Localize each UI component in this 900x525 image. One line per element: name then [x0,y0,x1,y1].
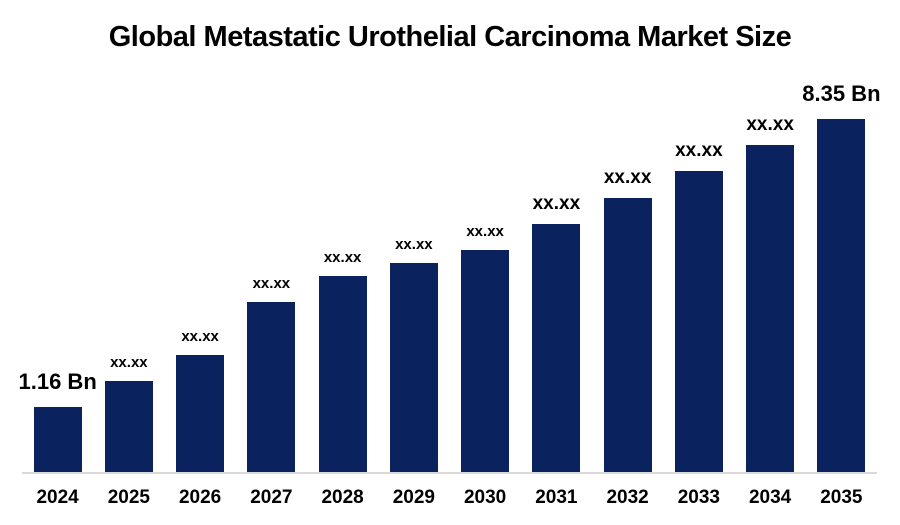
bar-column-2031: xx.xx [521,194,592,472]
bar-2033 [674,171,723,472]
x-axis-label-2034: 2034 [748,487,792,508]
bar-2026 [176,355,225,472]
bar-column-2025: xx.xx [93,355,164,472]
x-axis-label-2026: 2026 [178,487,222,508]
bar-column-2028: xx.xx [307,250,378,472]
x-axis-label-2029: 2029 [392,487,436,508]
bar-value-label-2031: xx.xx [532,193,581,214]
bar-value-label-2032: xx.xx [603,167,652,188]
x-axis-label-2031: 2031 [535,487,578,508]
x-axis-label-2024: 2024 [36,487,79,508]
bar-2024 [33,407,82,472]
bar-column-2024: 1.16 Bn [19,371,97,472]
bar-column-2026: xx.xx [165,329,236,472]
bar-value-label-2029: xx.xx [395,236,433,253]
bar-column-2032: xx.xx [592,168,663,472]
bar-value-label-2024: 1.16 Bn [18,369,97,394]
bar-value-label-2030: xx.xx [466,223,504,240]
x-axis-label-2030: 2030 [463,487,507,508]
x-axis-line [22,472,877,474]
bar-2025 [104,381,153,472]
x-axis-label-2025: 2025 [107,487,151,508]
x-axis-labels: 2024 2025 2026 2027 2028 2029 2030 2031 2032 2033… [22,487,877,509]
x-axis-label-2033: 2033 [677,487,721,508]
bar-value-label-2025: xx.xx [110,354,148,371]
bar-column-2027: xx.xx [236,276,307,472]
bar-value-label-2026: xx.xx [181,328,219,345]
x-axis-label-2028: 2028 [321,487,364,508]
bar-value-label-2033: xx.xx [675,140,723,161]
bar-column-2035: 8.35 Bn [802,83,881,472]
bar-2029 [389,263,438,472]
bar-column-2034: xx.xx [735,115,806,472]
bar-value-label-2028: xx.xx [323,249,362,266]
x-axis-label-2032: 2032 [606,487,649,508]
bar-2034 [746,145,795,472]
bar-column-2029: xx.xx [378,237,449,472]
plot-area: 1.16 Bn xx.xx xx.xx xx.xx xx.xx xx.xx xx.xx xx.… [19,0,881,472]
bar-2031 [532,224,581,472]
bar-value-label-2027: xx.xx [252,275,291,292]
bar-2032 [603,198,652,472]
bar-value-label-2034: xx.xx [746,114,794,135]
bar-column-2033: xx.xx [663,141,734,472]
bar-2027 [247,302,296,472]
bar-2030 [461,250,510,472]
bar-column-2030: xx.xx [450,224,521,472]
bar-value-label-2035: 8.35 Bn [802,81,881,106]
x-axis-label-2035: 2035 [820,487,863,508]
bar-2035 [817,119,866,472]
x-axis-label-2027: 2027 [250,487,293,508]
chart-title: Global Metastatic Urothelial Carcinoma M… [108,21,792,53]
bar-2028 [318,276,367,472]
